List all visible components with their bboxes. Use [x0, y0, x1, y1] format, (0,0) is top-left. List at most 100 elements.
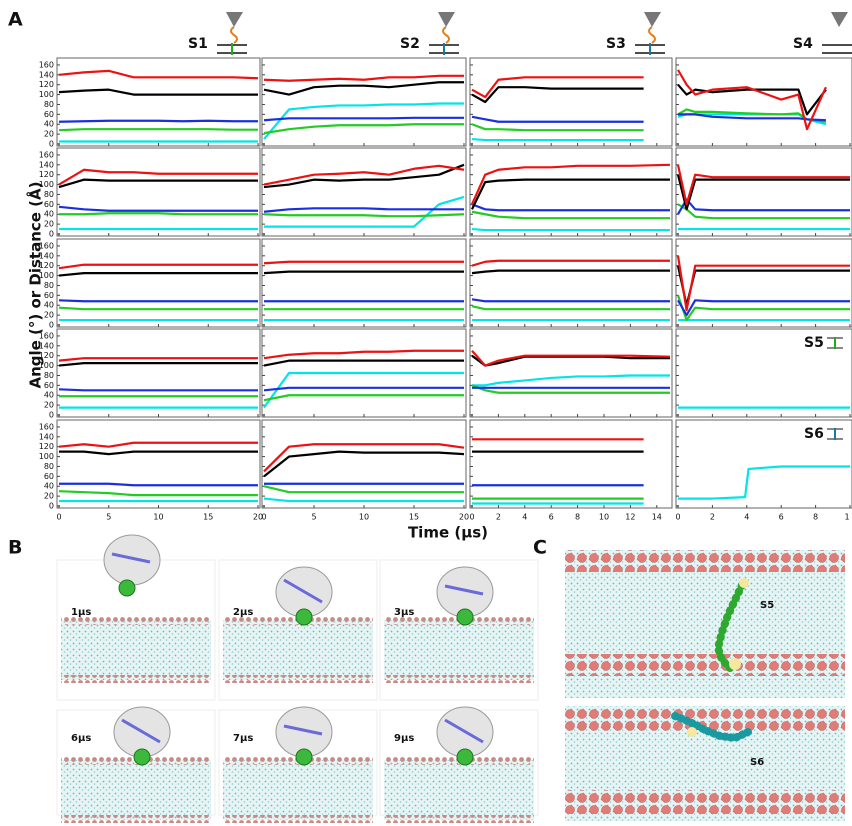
plot-frame: [261, 57, 467, 147]
data-line: [471, 259, 670, 267]
time-label: 2μs: [233, 607, 253, 618]
plot-frame: [469, 57, 673, 147]
icon-arrow: [831, 12, 848, 27]
panel-label: C: [533, 537, 547, 559]
time-label: 7μs: [233, 733, 253, 744]
data-line: [676, 164, 850, 206]
y-axis-label: Angle (°) or Distance (Å): [26, 181, 45, 388]
x-tick-label: 5: [106, 513, 111, 522]
y-tick-label: 160: [39, 60, 54, 69]
plot-frame: [675, 419, 852, 509]
y-tick-label: 40: [44, 120, 54, 129]
column-label: S2: [400, 36, 420, 52]
plot-frame: [469, 328, 673, 418]
data-line: [263, 123, 464, 135]
membrane: [61, 620, 211, 680]
axis-vector: [444, 718, 484, 744]
y-tick-label: 100: [39, 180, 54, 189]
data-line: [58, 69, 259, 80]
data-line: [59, 212, 258, 216]
data-line: [471, 384, 670, 394]
y-tick-label: 40: [44, 301, 54, 310]
y-tick-label: 0: [49, 321, 54, 330]
y-tick-label: 160: [39, 150, 54, 159]
data-line: [471, 137, 644, 142]
data-line: [471, 210, 670, 220]
data-line: [58, 441, 258, 448]
plot-frame: [469, 238, 673, 328]
data-line: [263, 349, 464, 360]
y-tick-label: 80: [44, 100, 54, 109]
x-tick-label: 6: [549, 513, 554, 522]
data-line: [263, 81, 464, 96]
lipid-layer: [223, 815, 373, 823]
x-tick-label: 0: [56, 513, 61, 522]
axis-vector: [444, 584, 484, 596]
data-line: [58, 128, 258, 132]
y-tick-label: 0: [49, 230, 54, 239]
x-tick-label: 20: [253, 513, 263, 522]
time-label: 6μs: [71, 733, 91, 744]
plot-frame: [469, 147, 673, 237]
data-line: [678, 465, 850, 500]
x-tick-label: 15: [203, 513, 213, 522]
data-line: [263, 485, 464, 494]
peptide: [133, 748, 151, 766]
data-line: [58, 490, 258, 497]
y-tick-label: 160: [39, 331, 54, 340]
plot-frame: [261, 238, 467, 328]
data-line: [263, 497, 464, 503]
plot-frame: [56, 238, 261, 328]
time-label: 9μs: [394, 733, 414, 744]
data-line: [471, 227, 670, 232]
x-tick-label: 10: [599, 513, 609, 522]
x-tick-label: 0: [469, 513, 474, 522]
icon-linker: [648, 26, 656, 44]
data-line: [677, 299, 850, 317]
lipid-layer: [384, 675, 534, 683]
snapshot-label: S6: [750, 757, 764, 768]
data-line: [263, 443, 465, 473]
y-tick-label: 0: [49, 411, 54, 420]
x-tick-label: 2: [710, 513, 715, 522]
data-line: [263, 74, 464, 82]
data-line: [471, 305, 670, 311]
residue: [729, 658, 741, 670]
y-tick-label: 0: [49, 502, 54, 511]
panel-tag: S5: [804, 335, 824, 351]
x-tick-label: 2: [496, 513, 501, 522]
residue: [739, 578, 749, 588]
y-tick-label: 140: [39, 70, 54, 79]
data-line: [58, 272, 258, 277]
axis-vector: [283, 578, 323, 604]
peptide: [713, 581, 746, 672]
membrane: [384, 760, 534, 820]
axis-vector: [111, 552, 151, 564]
data-line: [677, 203, 850, 220]
panel-tag: S6: [804, 426, 824, 442]
lipid-layer: [384, 815, 534, 823]
x-tick-label: 20: [459, 513, 469, 522]
icon-linker: [442, 26, 450, 44]
data-line: [59, 450, 258, 456]
plot-frame: [56, 147, 261, 237]
data-line: [58, 205, 258, 212]
data-line: [58, 168, 258, 186]
y-tick-label: 120: [39, 351, 54, 360]
lipid-layer: [565, 790, 845, 814]
data-line: [263, 394, 464, 402]
lipid-layer: [61, 675, 211, 683]
data-line: [676, 174, 850, 211]
y-tick-label: 140: [39, 341, 54, 350]
y-tick-label: 140: [39, 160, 54, 169]
data-line: [263, 164, 465, 186]
plot-frame: [56, 328, 261, 418]
data-line: [471, 178, 670, 210]
y-tick-label: 60: [44, 381, 54, 390]
y-tick-label: 80: [44, 462, 54, 471]
plot-frame: [469, 419, 673, 509]
membrane: [384, 620, 534, 680]
x-tick-label: 12: [625, 513, 635, 522]
plot-frame: [261, 147, 467, 237]
